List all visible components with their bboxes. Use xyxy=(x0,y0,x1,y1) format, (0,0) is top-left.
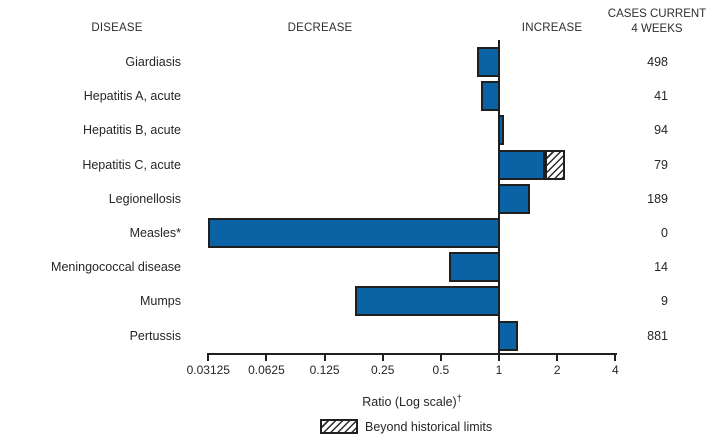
x-axis-tick-label: 0.25 xyxy=(371,363,395,377)
x-axis-tick xyxy=(498,353,500,361)
ratio-bar xyxy=(481,81,500,112)
column-header-cases-line1: CASES CURRENT xyxy=(607,8,707,20)
cases-count: 881 xyxy=(647,328,668,343)
cases-count: 0 xyxy=(661,226,668,240)
disease-label: Measles* xyxy=(129,226,181,240)
column-header-decrease: DECREASE xyxy=(287,22,353,34)
x-axis-tick xyxy=(439,353,442,361)
x-axis-tick-label: 2 xyxy=(553,363,561,377)
disease-label: Hepatitis C, acute xyxy=(82,157,181,172)
disease-label: Giardiasis xyxy=(125,55,181,69)
ratio-bar xyxy=(498,183,531,214)
disease-label: Pertussis xyxy=(129,328,181,343)
legend: Beyond historical limits xyxy=(320,419,492,434)
disease-label: Meningococcal disease xyxy=(51,260,181,275)
cases-count: 94 xyxy=(654,123,668,138)
disease-label: Mumps xyxy=(140,294,181,309)
ratio-bar xyxy=(498,320,518,351)
ratio-bar xyxy=(355,286,500,317)
dagger-footnote-marker: † xyxy=(456,393,462,403)
x-axis-tick-label: 0.03125 xyxy=(186,363,230,377)
disease-label: Hepatitis B, acute xyxy=(83,123,181,138)
x-axis-tick-label: 0.0625 xyxy=(248,363,285,377)
column-header-cases-current-4-weeks: CASES CURRENT 4 WEEKS xyxy=(592,7,717,37)
cases-count: 9 xyxy=(661,294,668,309)
ratio-bar xyxy=(498,149,545,180)
legend-hatch-swatch xyxy=(320,419,358,434)
x-axis-tick xyxy=(323,353,326,361)
column-header-cases-line2: 4 WEEKS xyxy=(631,23,683,35)
cases-count: 41 xyxy=(654,89,668,104)
cases-count: 79 xyxy=(654,157,668,172)
x-axis-tick-label: 0.5 xyxy=(432,363,450,377)
disease-label: Hepatitis A, acute xyxy=(83,89,181,104)
x-axis-tick xyxy=(381,353,384,361)
cases-count: 498 xyxy=(647,55,668,69)
x-axis-tick xyxy=(207,353,210,361)
x-axis-tick-label: 1 xyxy=(495,363,503,377)
x-axis-line xyxy=(207,353,617,355)
legend-label: Beyond historical limits xyxy=(365,419,493,434)
x-axis-tick xyxy=(614,353,617,361)
column-header-increase: INCREASE xyxy=(521,22,583,34)
beyond-limits-bar xyxy=(544,149,566,180)
cases-count: 189 xyxy=(647,191,668,206)
ratio-bar xyxy=(208,218,500,248)
cases-count: 14 xyxy=(654,260,668,275)
ratio-bar xyxy=(477,47,500,77)
column-header-disease: DISEASE xyxy=(91,22,143,34)
x-axis-tick xyxy=(265,353,268,361)
x-axis-tick-label: 4 xyxy=(611,363,619,377)
ratio-bar xyxy=(448,252,500,283)
x-axis-label: Ratio (Log scale)† xyxy=(262,393,562,409)
x-axis-tick-label: 0.125 xyxy=(309,363,340,377)
x-axis-tick xyxy=(556,353,559,361)
x-axis-label-text: Ratio (Log scale) xyxy=(362,395,457,410)
ratio-bar xyxy=(498,115,504,146)
disease-label: Legionellosis xyxy=(108,191,181,206)
